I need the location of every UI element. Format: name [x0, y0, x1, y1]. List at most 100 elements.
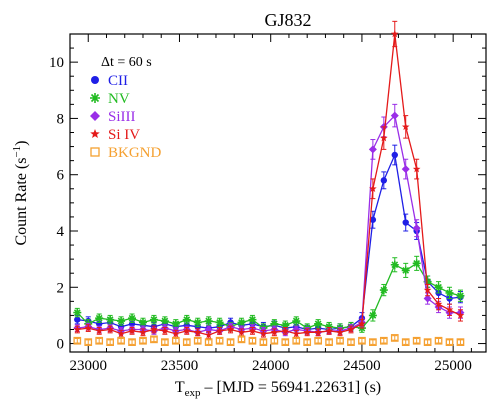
data-point [401, 122, 410, 131]
data-point [237, 335, 246, 344]
legend-item: SiIII [90, 109, 136, 125]
data-point [204, 331, 213, 339]
legend: Δt = 60 s CII NV SiIII Si IV BKGND [90, 55, 162, 161]
data-point [358, 336, 366, 345]
data-point [434, 336, 443, 345]
data-point [73, 325, 82, 333]
data-point [259, 329, 268, 337]
x-tick-label: 23000 [69, 358, 107, 374]
data-point [368, 311, 377, 320]
data-point [390, 30, 399, 38]
data-point [226, 338, 235, 347]
y-axis-label: Count Rate (s−1) [11, 140, 30, 245]
data-point [412, 224, 421, 233]
data-point [182, 338, 191, 347]
data-point [303, 338, 312, 347]
data-point [369, 184, 377, 193]
data-point [423, 294, 432, 303]
data-point [215, 336, 224, 345]
data-point [171, 319, 180, 328]
data-point [106, 338, 114, 347]
legend-header: Δt = 60 s [101, 55, 152, 70]
data-point [336, 328, 344, 336]
data-point [412, 336, 421, 345]
x-axis-label-sub: exp [185, 387, 201, 399]
legend-label: CII [108, 73, 128, 89]
data-point [401, 266, 410, 275]
data-point [237, 318, 246, 327]
data-point [248, 326, 257, 335]
plot-frame [69, 33, 487, 353]
data-point [445, 338, 454, 347]
data-point [160, 317, 169, 326]
x-tick-label: 24500 [343, 358, 381, 374]
data-point [182, 315, 191, 324]
data-point [456, 311, 465, 319]
data-point [368, 145, 377, 154]
data-point [161, 326, 169, 335]
data-point [171, 336, 180, 345]
data-point [259, 338, 268, 347]
data-point [423, 338, 432, 347]
data-point [204, 338, 213, 347]
y-tick-label: 8 [57, 111, 65, 127]
data-point [358, 319, 366, 328]
data-point [128, 314, 137, 323]
x-tick-label: 23500 [161, 358, 199, 374]
data-point [215, 326, 224, 335]
data-point [292, 329, 301, 337]
x-axis: 23000 23500 24000 24500 25000 [69, 34, 472, 374]
y-tick-label: 6 [57, 168, 65, 184]
data-point [281, 326, 290, 335]
data-point [292, 325, 301, 334]
data-point [445, 288, 454, 297]
data-point [379, 336, 388, 345]
data-point [73, 336, 82, 345]
y-tick-label: 10 [49, 55, 64, 71]
data-point [172, 329, 180, 337]
data-point [90, 111, 100, 121]
data-point [270, 319, 279, 328]
y-tick-label: 0 [57, 337, 65, 353]
plot-border [69, 33, 487, 353]
data-point [193, 318, 202, 327]
data-point [401, 338, 410, 347]
data-point [402, 219, 409, 226]
data-point [434, 300, 443, 308]
data-point [161, 338, 169, 347]
data-point [270, 328, 279, 336]
data-point [128, 338, 136, 347]
x-axis-label-main: T [175, 379, 185, 396]
data-point [445, 305, 454, 314]
data-point [84, 324, 93, 332]
y-axis-label-main: Count Rate (s [13, 158, 30, 246]
data-point [434, 283, 443, 292]
data-point [149, 315, 158, 324]
series-nv [73, 255, 465, 333]
data-point [412, 259, 421, 268]
data-point [336, 336, 344, 345]
data-point [423, 286, 432, 294]
data-point [390, 260, 399, 269]
data-point [281, 321, 290, 330]
data-point [90, 93, 100, 103]
series-si-iv [73, 20, 465, 339]
data-point [379, 286, 388, 295]
data-point [215, 318, 224, 327]
data-point [292, 317, 301, 326]
series-line [77, 33, 461, 336]
data-point [117, 329, 125, 337]
legend-label: NV [108, 91, 130, 107]
data-point [150, 325, 158, 333]
data-point [412, 165, 421, 173]
data-point [182, 326, 191, 335]
data-point [139, 328, 147, 336]
data-point [91, 76, 99, 84]
data-point [248, 336, 257, 345]
data-point [150, 335, 158, 344]
data-point [106, 315, 115, 324]
data-point [90, 147, 100, 157]
data-point [128, 326, 136, 335]
data-point [117, 317, 126, 326]
y-axis-label-end: ) [13, 140, 30, 145]
